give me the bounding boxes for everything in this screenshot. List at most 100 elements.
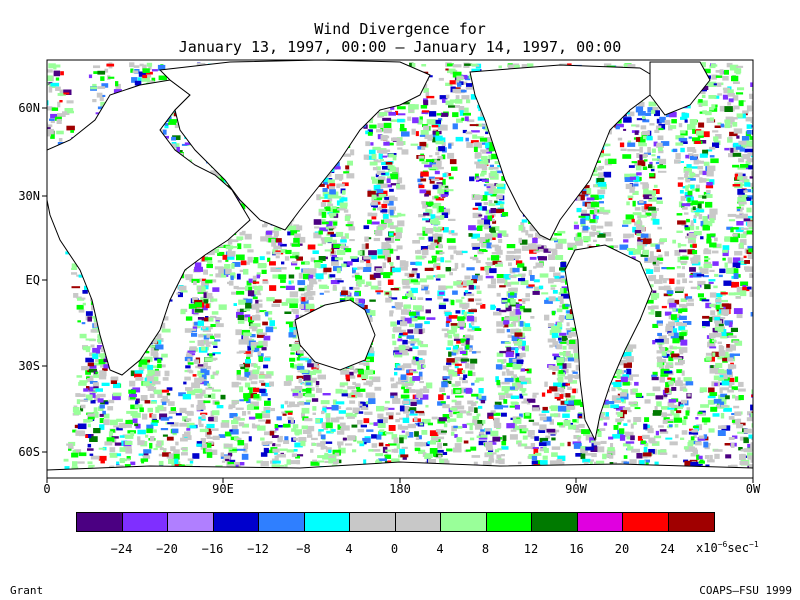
swath-cell bbox=[200, 412, 208, 415]
swath-cell bbox=[527, 233, 534, 238]
swath-cell bbox=[156, 333, 162, 340]
swath-cell bbox=[490, 230, 496, 233]
swath-cell bbox=[388, 244, 392, 249]
swath-cell bbox=[312, 406, 317, 411]
swath-cell bbox=[434, 196, 439, 199]
swath-cell bbox=[295, 266, 300, 270]
swath-cell bbox=[410, 143, 419, 146]
swath-cell bbox=[189, 353, 196, 356]
swath-cell bbox=[390, 173, 399, 180]
swath-cell bbox=[137, 429, 146, 435]
swath-cell bbox=[466, 315, 475, 322]
swath-cell bbox=[138, 71, 146, 77]
swath-cell bbox=[194, 321, 199, 326]
swath-cell bbox=[375, 268, 384, 273]
swath-cell bbox=[413, 359, 419, 365]
swath-cell bbox=[375, 453, 384, 457]
swath-cell bbox=[75, 393, 81, 397]
swath-cell bbox=[275, 443, 281, 447]
swath-cell bbox=[475, 423, 483, 430]
swath-cell bbox=[517, 461, 522, 465]
swath-cell bbox=[211, 311, 219, 315]
swath-cell bbox=[380, 209, 388, 213]
swath-cell bbox=[324, 194, 331, 199]
swath-cell bbox=[137, 440, 145, 446]
swath-cell bbox=[311, 398, 319, 402]
swath-cell bbox=[210, 170, 220, 177]
swath-cell bbox=[251, 291, 259, 295]
swath-cell bbox=[495, 263, 503, 267]
swath-cell bbox=[141, 364, 145, 368]
swath-cell bbox=[224, 264, 231, 269]
swath-cell bbox=[185, 316, 193, 321]
swath-cell bbox=[533, 448, 539, 455]
swath-cell bbox=[357, 411, 364, 414]
swath-cell bbox=[486, 242, 492, 249]
swath-cell bbox=[281, 411, 286, 414]
swath-cell bbox=[113, 89, 122, 94]
swath-cell bbox=[352, 381, 356, 385]
swath-cell bbox=[293, 437, 298, 441]
swath-cell bbox=[180, 447, 188, 450]
swath-cell bbox=[365, 356, 374, 363]
swath-cell bbox=[116, 461, 120, 467]
swath-cell bbox=[382, 249, 390, 255]
swath-cell bbox=[224, 431, 232, 437]
swath-cell bbox=[357, 303, 365, 308]
swath-cell bbox=[432, 257, 437, 263]
swath-cell bbox=[235, 407, 244, 410]
swath-cell bbox=[445, 94, 450, 99]
swath-cell bbox=[375, 189, 384, 194]
swath-cell bbox=[296, 365, 305, 370]
swath-cell bbox=[450, 431, 455, 436]
swath-cell bbox=[368, 255, 377, 260]
swath-cell bbox=[533, 279, 540, 283]
swath-cell bbox=[508, 323, 514, 327]
swath-cell bbox=[206, 452, 213, 458]
swath-cell bbox=[54, 116, 62, 121]
swath-cell bbox=[251, 304, 260, 310]
swath-cell bbox=[340, 263, 347, 268]
swath-cell bbox=[104, 401, 109, 405]
swath-cell bbox=[516, 440, 522, 445]
swath-cell bbox=[480, 400, 486, 404]
swath-cell bbox=[180, 437, 188, 442]
swath-cell bbox=[400, 321, 408, 327]
swath-cell bbox=[508, 262, 512, 267]
swath-cell bbox=[85, 311, 93, 316]
swath-cell bbox=[508, 288, 516, 293]
swath-cell bbox=[391, 449, 395, 453]
swath-cell bbox=[324, 290, 330, 293]
swath-cell bbox=[472, 207, 482, 210]
swath-cell bbox=[256, 344, 263, 347]
swath-cell bbox=[420, 178, 427, 182]
swath-cell bbox=[394, 351, 403, 355]
swath-cell bbox=[292, 393, 299, 397]
swath-cell bbox=[473, 461, 478, 467]
swath-cell bbox=[243, 332, 252, 337]
swath-cell bbox=[125, 435, 134, 439]
swath-cell bbox=[505, 298, 512, 303]
swath-cell bbox=[362, 442, 367, 445]
swath-cell bbox=[275, 255, 280, 259]
swath-cell bbox=[431, 416, 438, 420]
swath-cell bbox=[111, 376, 119, 382]
swath-cell bbox=[478, 431, 485, 436]
swath-cell bbox=[521, 368, 529, 371]
swath-cell bbox=[266, 251, 271, 255]
swath-cell bbox=[430, 134, 438, 139]
swath-cell bbox=[454, 365, 459, 369]
swath-cell bbox=[253, 260, 258, 264]
swath-cell bbox=[515, 328, 520, 331]
swath-cell bbox=[436, 449, 444, 453]
swath-cell bbox=[261, 393, 268, 397]
swath-cell bbox=[413, 280, 421, 285]
swath-cell bbox=[196, 405, 201, 411]
swath-cell bbox=[99, 95, 104, 101]
swath-cell bbox=[262, 263, 267, 268]
swath-cell bbox=[211, 341, 218, 345]
swath-cell bbox=[200, 438, 206, 444]
swath-cell bbox=[466, 280, 474, 286]
swath-cell bbox=[72, 429, 77, 433]
